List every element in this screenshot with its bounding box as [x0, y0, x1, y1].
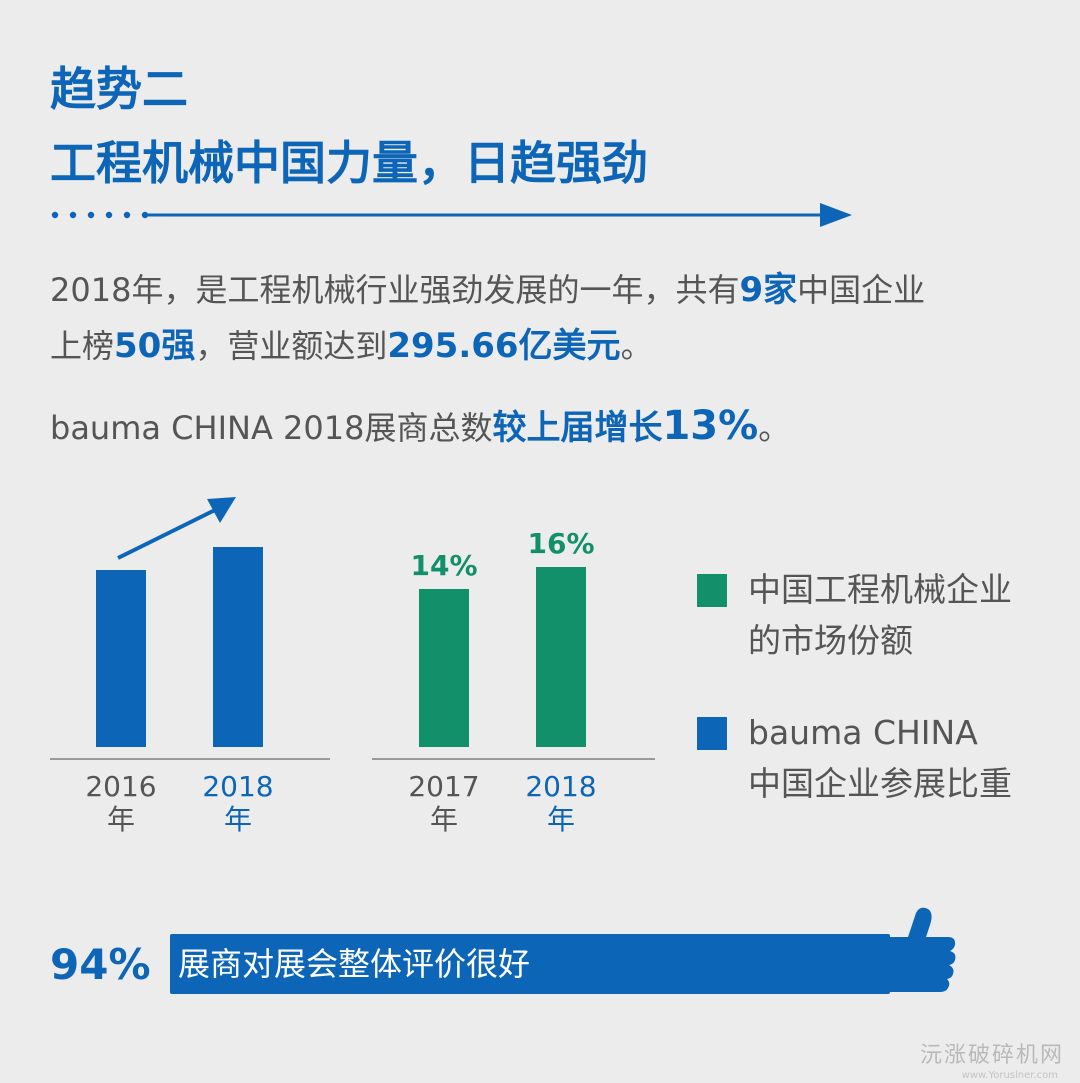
bar-2017: [419, 589, 469, 747]
intro-text: 2018年，是工程机械行业强劲发展的一年，共有: [50, 271, 740, 309]
x-label-2018: 2018 年: [506, 770, 616, 836]
intro-line-1: 2018年，是工程机械行业强劲发展的一年，共有9家中国企业: [50, 262, 925, 318]
watermark-url: www.Yoruslner.com: [961, 1070, 1058, 1081]
bar-2018: [213, 547, 263, 747]
data-label-2017: 14%: [410, 549, 478, 582]
bar-2016: [96, 570, 146, 747]
intro-text: 中国企业: [797, 271, 926, 309]
year-text: 2018: [202, 770, 274, 803]
chart-baseline: [50, 758, 330, 760]
legend-item-exhibitor-share: bauma CHINA 中国企业参展比重: [748, 707, 1012, 809]
watermark: 沅涨破碎机网: [919, 1043, 1064, 1068]
dotted-arrow-divider: [51, 203, 852, 227]
year-unit-text: 年: [429, 803, 458, 836]
year-unit-text: 年: [223, 803, 252, 836]
exhibitor-growth-line: bauma CHINA 2018展商总数较上届增长13%。: [50, 398, 790, 456]
revenue-highlight: 295.66亿美元: [387, 326, 621, 366]
year-unit-text: 年: [546, 803, 575, 836]
x-label-2016: 2016 年: [66, 770, 176, 836]
intro-text: 上榜: [50, 327, 115, 365]
year-text: 2018: [525, 770, 597, 803]
thumbs-up-icon: [870, 907, 956, 992]
exhibitor-text: bauma CHINA 2018展商总数: [50, 409, 493, 447]
top50-highlight: 50强: [114, 326, 196, 366]
data-label-2018: 16%: [527, 527, 595, 560]
year-unit-text: 年: [106, 803, 135, 836]
x-label-2018: 2018 年: [183, 770, 293, 836]
growth-percent: 13%: [662, 403, 759, 449]
legend-label: 中国企业参展比重: [748, 764, 1012, 803]
bar-2018: [536, 567, 586, 747]
rating-text: 展商对展会整体评价很好: [178, 945, 531, 983]
exhibitor-text: 。: [758, 409, 791, 447]
intro-text: ，营业额达到: [195, 327, 388, 365]
trend-up-arrow-icon: [117, 497, 236, 560]
intro-text: 。: [620, 327, 653, 365]
chart-baseline: [372, 758, 655, 760]
intro-line-2: 上榜50强，营业额达到295.66亿美元。: [50, 318, 653, 374]
x-label-2017: 2017 年: [389, 770, 499, 836]
rating-percent: 94%: [50, 940, 151, 989]
page-title-line2: 工程机械中国力量，日趋强劲: [50, 136, 648, 190]
legend-swatch-blue: [697, 717, 727, 750]
legend-label: 中国工程机械企业: [748, 570, 1012, 609]
legend-swatch-green: [697, 574, 727, 607]
legend-label: 的市场份额: [748, 621, 913, 660]
year-text: 2017: [408, 770, 480, 803]
page-title-line1: 趋势二: [50, 62, 188, 116]
rating-banner: [170, 934, 890, 994]
growth-highlight: 较上届增长: [492, 408, 663, 448]
legend-item-market-share: 中国工程机械企业 的市场份额: [748, 564, 1012, 666]
year-text: 2016: [85, 770, 157, 803]
company-count-highlight: 9家: [739, 270, 798, 310]
legend-label: bauma CHINA: [748, 713, 978, 752]
